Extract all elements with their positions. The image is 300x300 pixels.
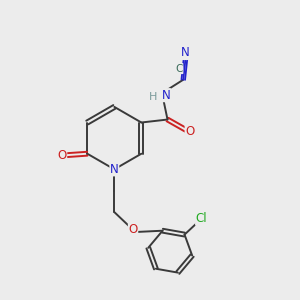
- Text: Cl: Cl: [196, 212, 207, 225]
- Text: N: N: [181, 46, 190, 59]
- Text: O: O: [57, 149, 67, 162]
- Text: H: H: [149, 92, 158, 102]
- Text: O: O: [128, 224, 138, 236]
- Text: C: C: [176, 64, 183, 74]
- Text: O: O: [185, 125, 194, 138]
- Text: N: N: [162, 89, 170, 102]
- Text: N: N: [110, 163, 119, 176]
